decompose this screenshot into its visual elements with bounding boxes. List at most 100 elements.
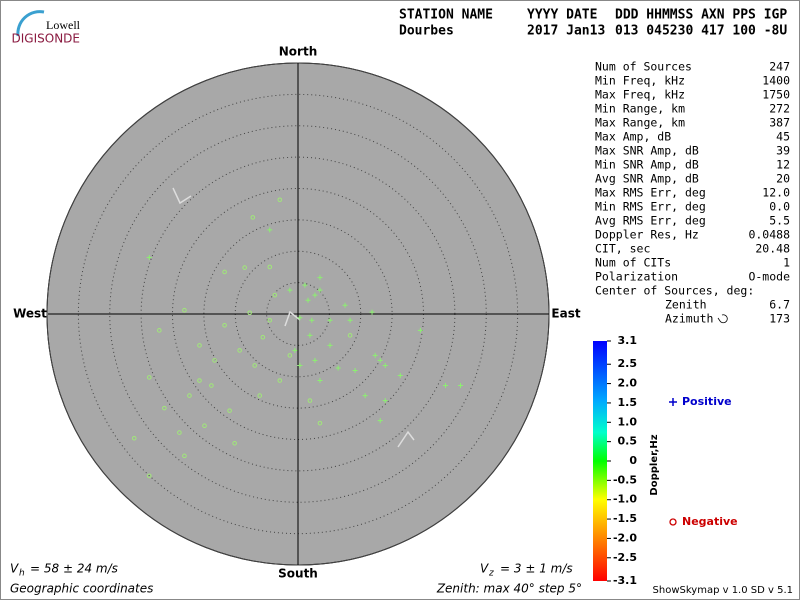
dir-north: North	[279, 45, 317, 59]
positive-point	[312, 357, 318, 363]
dir-east: East	[551, 307, 580, 321]
stat-value: 12	[776, 158, 790, 172]
negative-point	[182, 453, 187, 459]
positive-point	[352, 367, 358, 373]
stat-label: Min Range, km	[595, 102, 685, 116]
negative-point	[317, 420, 323, 426]
vz-text: = 3 ± 1 m/s	[500, 562, 573, 576]
colorbar-tick-label: 0.5	[618, 435, 638, 448]
negative-point	[272, 292, 278, 298]
negative-point	[131, 435, 137, 441]
negative-point	[227, 408, 232, 413]
negative-point	[162, 405, 167, 411]
stat-label: Avg RMS Err, deg	[595, 214, 706, 228]
logo-top: Lowell	[46, 18, 81, 32]
negative-point	[146, 473, 152, 479]
positive-point	[302, 282, 308, 288]
footer-middle: Zenith: max 40° step 5°	[436, 582, 582, 596]
vz-symbol: V	[480, 562, 489, 576]
positive-point	[397, 372, 403, 378]
positive-point	[292, 347, 298, 353]
negative-point	[267, 264, 273, 270]
colorbar-tick-label: -2.5	[613, 551, 637, 564]
negative-point	[202, 423, 207, 428]
dir-south: South	[278, 567, 318, 581]
stat-value: O-mode	[748, 270, 790, 284]
positive-point	[146, 255, 152, 261]
negative-point	[212, 358, 217, 363]
negative-point	[157, 328, 162, 333]
stat-value: 387	[769, 116, 790, 130]
colorbar-tick-label: -2.0	[613, 531, 637, 544]
colorbar-tick-label: -3.1	[613, 574, 637, 587]
negative-point	[222, 269, 227, 275]
stat-label: Max Freq, kHz	[595, 88, 685, 102]
stat-value: 12.0	[762, 186, 790, 200]
stat-value: 1750	[762, 88, 790, 102]
stat-value: 1	[783, 256, 790, 270]
legend-label: Negative	[682, 515, 738, 528]
header-value: 013 045230 417 100 -8U	[615, 24, 787, 39]
negative-point	[222, 322, 227, 328]
stat-value: 0.0	[769, 200, 790, 214]
colorbar	[593, 341, 607, 581]
negative-point	[237, 348, 242, 353]
negative-point	[257, 393, 263, 398]
positive-point	[335, 365, 341, 371]
stat-value: 45	[776, 130, 790, 144]
negative-point	[197, 378, 202, 383]
positive-point	[297, 315, 303, 321]
arrow-mark	[397, 430, 415, 448]
negative-point	[277, 197, 283, 203]
positive-point	[305, 297, 311, 303]
colorbar-tick-label: -0.5	[613, 473, 637, 486]
negative-point	[307, 398, 313, 403]
stat-label: Min SNR Amp, dB	[595, 158, 699, 172]
colorbar-tick-label: 0	[629, 454, 637, 467]
negative-point	[209, 383, 214, 388]
stat-value: 39	[776, 144, 790, 158]
positive-point	[309, 317, 315, 323]
negative-point	[242, 265, 247, 270]
positive-point	[458, 383, 464, 389]
positive-point	[342, 302, 348, 308]
stat-value: 20	[776, 172, 790, 186]
stat-label: CIT, sec	[595, 242, 650, 256]
colorbar-label: Doppler,Hz	[649, 434, 660, 495]
negative-point	[187, 393, 192, 398]
stat-label: Num of CITs	[595, 256, 671, 270]
center-value: 173	[769, 312, 790, 326]
positive-point	[312, 292, 318, 298]
colorbar-tick-label: 2.0	[618, 377, 638, 390]
negative-point	[260, 334, 266, 340]
negative-point	[182, 307, 187, 313]
stat-label: Num of Sources	[595, 60, 692, 74]
negative-point	[267, 317, 273, 323]
stat-value: 5.5	[769, 214, 790, 228]
header-label: DDD HHMMSS AXN PPS IGP	[615, 8, 787, 23]
negative-point	[146, 375, 152, 380]
positive-point	[267, 227, 273, 233]
negative-point	[252, 363, 258, 368]
stat-label: Max RMS Err, deg	[595, 186, 706, 200]
positive-point	[377, 418, 383, 424]
positive-point	[297, 362, 303, 368]
negative-point	[250, 215, 256, 220]
colorbar-tick-label: 1.5	[618, 396, 638, 409]
stat-value: 1400	[762, 74, 790, 88]
dir-west: West	[13, 307, 47, 321]
positive-point	[307, 332, 313, 338]
vh-sub: h	[19, 569, 25, 579]
colorbar-tick-label: -1.0	[613, 493, 637, 506]
positive-point	[382, 362, 388, 368]
center-label: Azimuth	[665, 312, 713, 326]
negative-point	[197, 343, 202, 348]
center-label: Zenith	[665, 298, 707, 312]
positive-point	[442, 383, 448, 389]
positive-point	[317, 287, 323, 293]
azimuth-icon	[717, 314, 728, 324]
positive-point	[317, 275, 323, 281]
header-label: YYYY DATE	[527, 8, 597, 23]
stat-value: 0.0488	[748, 228, 790, 242]
